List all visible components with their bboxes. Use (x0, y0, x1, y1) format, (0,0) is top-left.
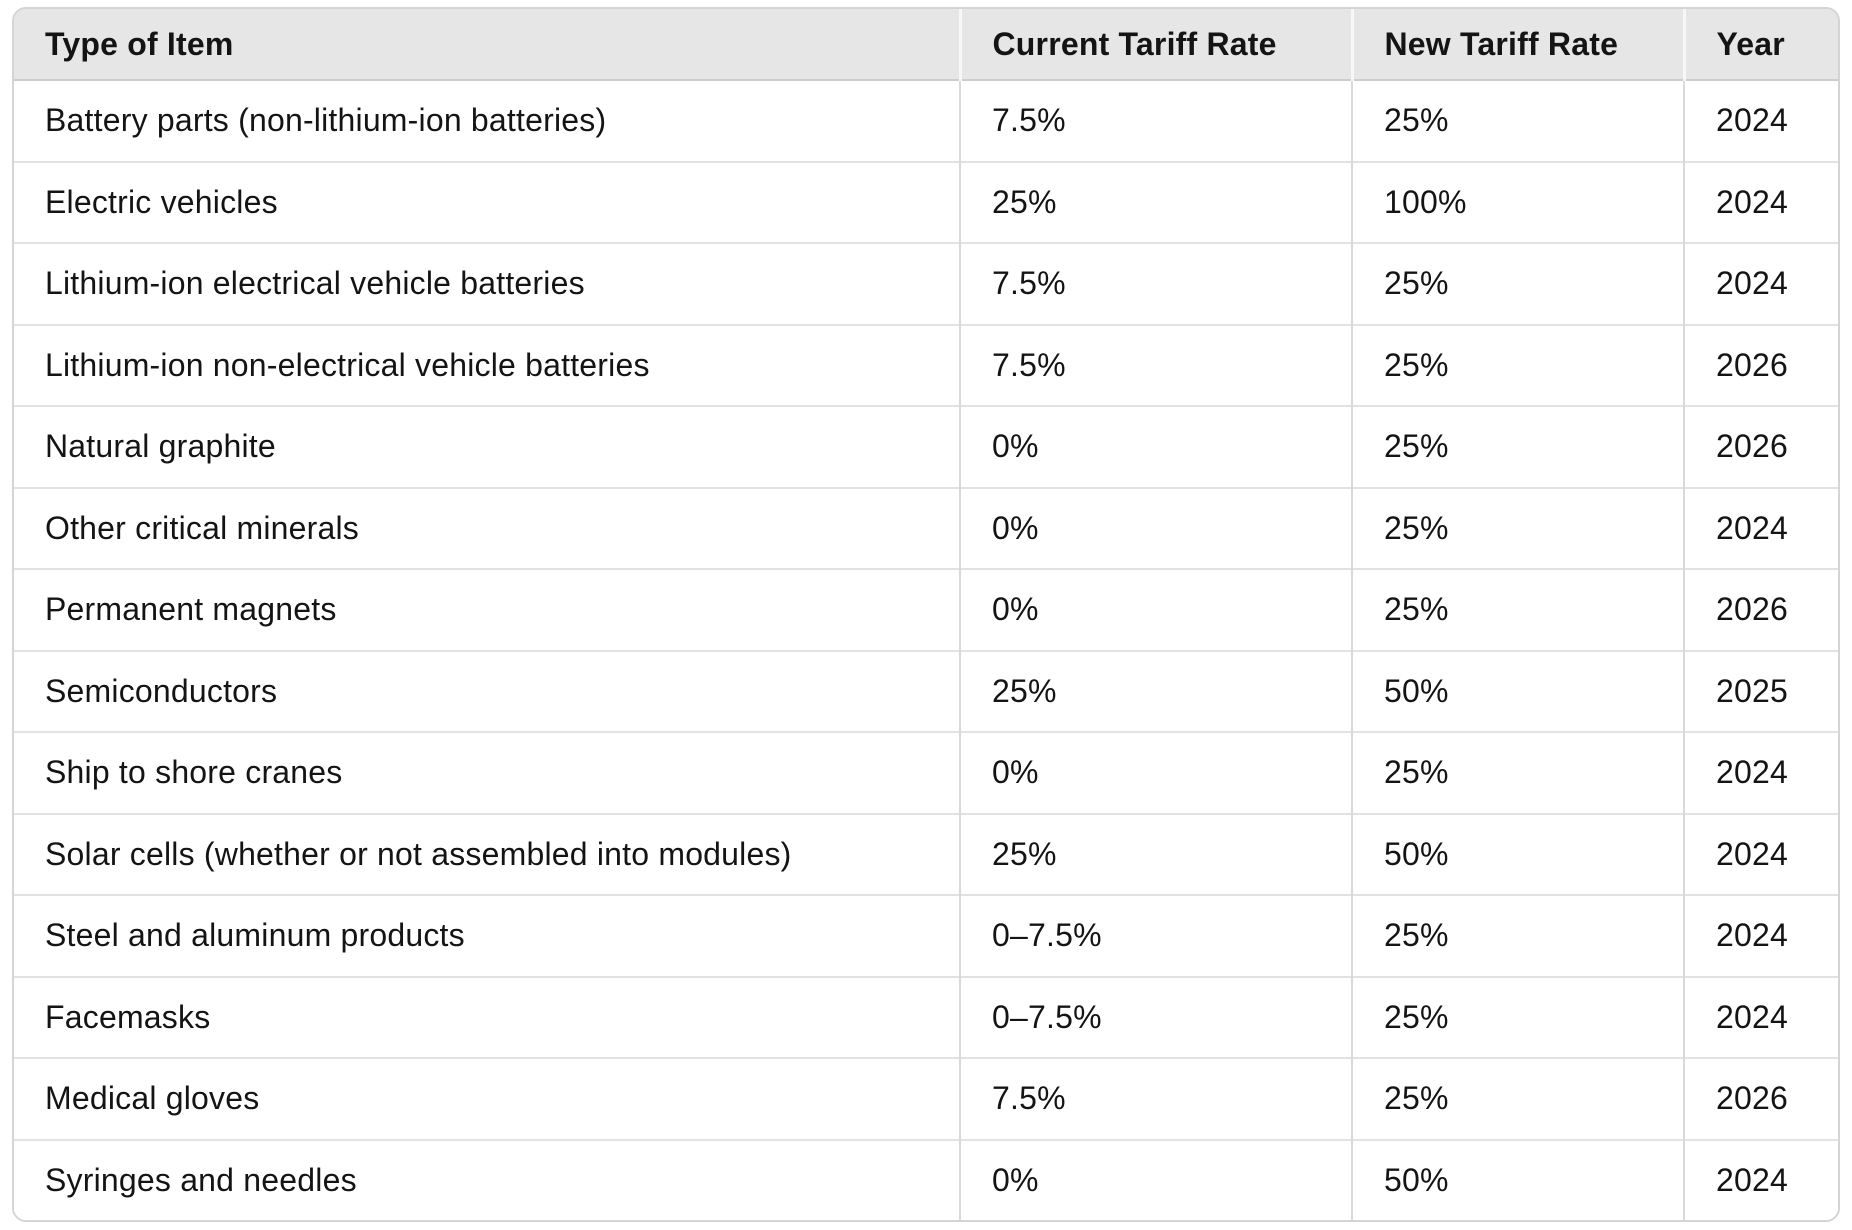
table-cell: 2026 (1683, 323, 1838, 406)
table-cell: 25% (959, 160, 1352, 243)
table-cell: 0% (959, 568, 1352, 651)
table-cell: Lithium-ion electrical vehicle batteries (14, 242, 960, 325)
table-cell: 2024 (1683, 80, 1838, 162)
column-header-0: Type of Item (14, 9, 960, 81)
tariff-table: Type of Item Current Tariff Rate New Tarif… (14, 9, 1838, 1220)
table-row: Battery parts (non-lithium-ion batteries… (14, 80, 1838, 162)
table-row: Facemasks 0–7.5% 25% 2024 (14, 975, 1838, 1058)
table-cell: 7.5% (959, 80, 1352, 162)
table-cell: 50% (1351, 812, 1684, 895)
table-cell: 2026 (1683, 568, 1838, 651)
table-cell: 25% (1351, 894, 1684, 977)
table-cell: 0–7.5% (959, 975, 1352, 1058)
table-row: Ship to shore cranes 0% 25% 2024 (14, 731, 1838, 814)
table-body: Battery parts (non-lithium-ion batteries… (14, 80, 1838, 1220)
table-cell: Ship to shore cranes (14, 731, 960, 814)
table-cell: 25% (1351, 1057, 1684, 1140)
table-cell: Lithium-ion non-electrical vehicle batte… (14, 323, 960, 406)
table-cell: 0% (959, 486, 1352, 569)
table-cell: 25% (1351, 486, 1684, 569)
table-row: Syringes and needles 0% 50% 2024 (14, 1138, 1838, 1220)
table-row: Steel and aluminum products 0–7.5% 25% 2024 (14, 894, 1838, 977)
table-cell: 0–7.5% (959, 894, 1352, 977)
table-cell: 2024 (1683, 812, 1838, 895)
table-cell: Steel and aluminum products (14, 894, 960, 977)
table-cell: 7.5% (959, 1057, 1352, 1140)
table-cell: 25% (1351, 80, 1684, 162)
table-cell: 25% (1351, 405, 1684, 488)
table-row: Electric vehicles 25% 100% 2024 (14, 160, 1838, 243)
table-cell: 0% (959, 405, 1352, 488)
table-cell: 2024 (1683, 975, 1838, 1058)
table-cell: 100% (1351, 160, 1684, 243)
table-cell: 25% (1351, 323, 1684, 406)
table-cell: 2024 (1683, 242, 1838, 325)
tariff-table-card: Type of Item Current Tariff Rate New Tarif… (12, 7, 1840, 1222)
table-cell: Syringes and needles (14, 1138, 960, 1220)
table-cell: Solar cells (whether or not assembled in… (14, 812, 960, 895)
table-cell: 25% (1351, 731, 1684, 814)
table-cell: 25% (1351, 568, 1684, 651)
table-row: Lithium-ion electrical vehicle batteries… (14, 242, 1838, 325)
table-cell: 2024 (1683, 731, 1838, 814)
table-row: Natural graphite 0% 25% 2026 (14, 405, 1838, 488)
table-cell: 7.5% (959, 242, 1352, 325)
table-row: Semiconductors 25% 50% 2025 (14, 649, 1838, 732)
table-cell: 2024 (1683, 894, 1838, 977)
table-cell: 2026 (1683, 405, 1838, 488)
table-cell: 2024 (1683, 160, 1838, 243)
table-cell: 25% (1351, 242, 1684, 325)
table-cell: Battery parts (non-lithium-ion batteries… (14, 80, 960, 162)
table-cell: 7.5% (959, 323, 1352, 406)
table-cell: 0% (959, 731, 1352, 814)
table-cell: Other critical minerals (14, 486, 960, 569)
column-header-1: Current Tariff Rate (958, 9, 1352, 81)
table-cell: 2024 (1683, 1138, 1838, 1220)
table-cell: Medical gloves (14, 1057, 960, 1140)
table-cell: 25% (959, 812, 1352, 895)
table-cell: 0% (959, 1138, 1352, 1220)
table-cell: 50% (1351, 649, 1684, 732)
table-row: Lithium-ion non-electrical vehicle batte… (14, 323, 1838, 406)
table-cell: Permanent magnets (14, 568, 960, 651)
table-row: Solar cells (whether or not assembled in… (14, 812, 1838, 895)
table-row: Permanent magnets 0% 25% 2026 (14, 568, 1838, 651)
table-cell: 2025 (1683, 649, 1838, 732)
table-row: Other critical minerals 0% 25% 2024 (14, 486, 1838, 569)
table-cell: Facemasks (14, 975, 960, 1058)
table-cell: 2024 (1683, 486, 1838, 569)
table-cell: Semiconductors (14, 649, 960, 732)
column-header-2: New Tariff Rate (1350, 9, 1684, 81)
table-cell: 2026 (1683, 1057, 1838, 1140)
table-row: Medical gloves 7.5% 25% 2026 (14, 1057, 1838, 1140)
table-cell: 25% (1351, 975, 1684, 1058)
table-cell: 50% (1351, 1138, 1684, 1220)
table-cell: Electric vehicles (14, 160, 960, 243)
table-cell: 25% (959, 649, 1352, 732)
table-cell: Natural graphite (14, 405, 960, 488)
table-header-row: Type of Item Current Tariff Rate New Tarif… (14, 9, 1838, 81)
column-header-3: Year (1682, 9, 1838, 81)
